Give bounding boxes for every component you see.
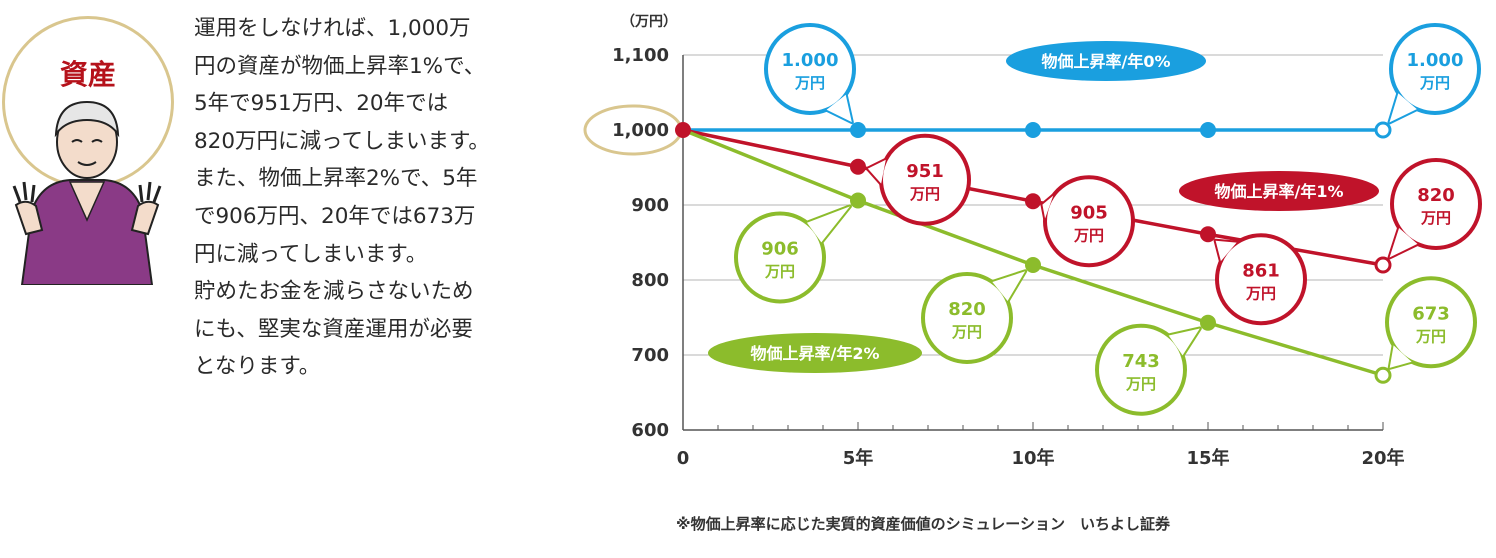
callout-bubble — [734, 211, 826, 304]
callout-pointer-fill — [806, 206, 850, 243]
data-point — [850, 122, 866, 138]
data-point — [1374, 366, 1392, 384]
callout-pointer-fill — [826, 94, 852, 123]
description-line: となります。 — [194, 354, 321, 380]
description-line: 貯めたお金を減らさないため — [194, 279, 474, 305]
callout-unit: 万円 — [1073, 226, 1104, 244]
series-label: 物価上昇率/年0% — [1041, 52, 1170, 71]
callout-pointer-fill — [1389, 93, 1417, 123]
y-tick-label: 1,000 — [612, 120, 669, 141]
callout-unit: 万円 — [1125, 375, 1156, 393]
callout-value: 906 — [761, 239, 799, 260]
x-tick-label: 20年 — [1361, 447, 1404, 469]
data-point — [1025, 122, 1041, 138]
data-point — [1374, 121, 1392, 139]
callout-bubble — [764, 23, 856, 115]
callout-value: 820 — [1417, 185, 1455, 206]
description-line: 円に減ってしまいます。 — [194, 241, 428, 267]
callout-unit: 万円 — [909, 185, 940, 203]
badge-label: 資産 — [59, 58, 116, 91]
callout-bubble — [1215, 233, 1307, 326]
callout-bubble — [1095, 323, 1187, 416]
description-line: で906万円、20年では673万 — [194, 203, 476, 229]
y-tick-label: 600 — [631, 420, 669, 441]
callout-unit: 万円 — [1415, 327, 1446, 345]
callout-value: 1.000 — [782, 50, 839, 71]
data-point — [850, 192, 866, 209]
callout-pointer-fill — [1389, 227, 1418, 258]
callout-unit: 万円 — [1419, 74, 1450, 92]
data-point — [850, 158, 866, 175]
callout-bubble — [1385, 276, 1477, 369]
description-line: 820万円に減ってしまいます。 — [194, 128, 490, 154]
y-tick-label: 700 — [631, 345, 669, 366]
callout-unit: 万円 — [794, 74, 825, 92]
callout-bubble — [921, 272, 1013, 364]
x-tick-label: 0 — [677, 448, 690, 469]
callout-pointer-fill — [1168, 328, 1200, 356]
callout-bubble — [1389, 23, 1481, 115]
callout-value: 820 — [948, 299, 986, 320]
x-tick-label: 5年 — [843, 447, 874, 469]
callout-pointer-fill — [867, 159, 886, 184]
callout-bubble — [1390, 158, 1482, 250]
callout-unit: 万円 — [951, 323, 982, 341]
description-line: また、物価上昇率2%で、5年 — [194, 166, 478, 192]
data-point — [1200, 122, 1216, 138]
description-line: にも、堅実な資産運用が必要 — [194, 316, 473, 342]
callout-unit: 万円 — [1420, 209, 1451, 227]
data-point — [1374, 256, 1392, 274]
callout-value: 951 — [906, 161, 944, 182]
y-tick-label: 1,100 — [612, 45, 669, 66]
callout-unit: 万円 — [1245, 284, 1276, 302]
data-point — [1025, 193, 1041, 210]
callout-value: 743 — [1122, 351, 1160, 372]
footnote: ※物価上昇率に応じた実質的資産価値のシミュレーション いちよし証券 — [676, 515, 1170, 533]
series-label-pill — [1006, 41, 1206, 81]
y-tick-label: 800 — [631, 270, 669, 291]
series-label-pill — [708, 333, 922, 373]
y-unit-label: （万円） — [621, 14, 677, 30]
callout-pointer-fill — [992, 271, 1026, 302]
data-point — [675, 122, 691, 138]
callout-pointer-fill — [1389, 345, 1412, 368]
x-tick-label: 10年 — [1011, 447, 1054, 469]
series-label-pill — [1179, 171, 1379, 211]
callout-value: 861 — [1242, 260, 1280, 281]
data-point — [1200, 226, 1216, 243]
callout-pointer-fill — [1042, 195, 1054, 219]
description-line: 運用をしなければ、1,000万 — [194, 16, 471, 41]
callout-value: 673 — [1412, 303, 1450, 324]
callout-bubble — [1043, 175, 1135, 268]
x-tick-label: 15年 — [1186, 447, 1229, 469]
series-label: 物価上昇率/年2% — [750, 344, 879, 363]
y-tick-label: 900 — [631, 195, 669, 216]
callout-unit: 万円 — [764, 263, 795, 281]
description: 運用をしなければ、1,000万 円の資産が物価上昇率1%で、 5年で951万円、… — [194, 10, 574, 386]
data-point — [1025, 257, 1041, 273]
elderly-woman-illustration — [12, 100, 162, 285]
data-point — [1200, 314, 1216, 331]
description-line: 5年で951万円、20年では — [194, 91, 449, 117]
description-line: 円の資産が物価上昇率1%で、 — [194, 53, 486, 79]
callout-pointer-fill — [1215, 240, 1237, 262]
callout-value: 905 — [1070, 202, 1108, 223]
callout-value: 1.000 — [1407, 50, 1464, 71]
series-label: 物価上昇率/年1% — [1214, 182, 1343, 201]
